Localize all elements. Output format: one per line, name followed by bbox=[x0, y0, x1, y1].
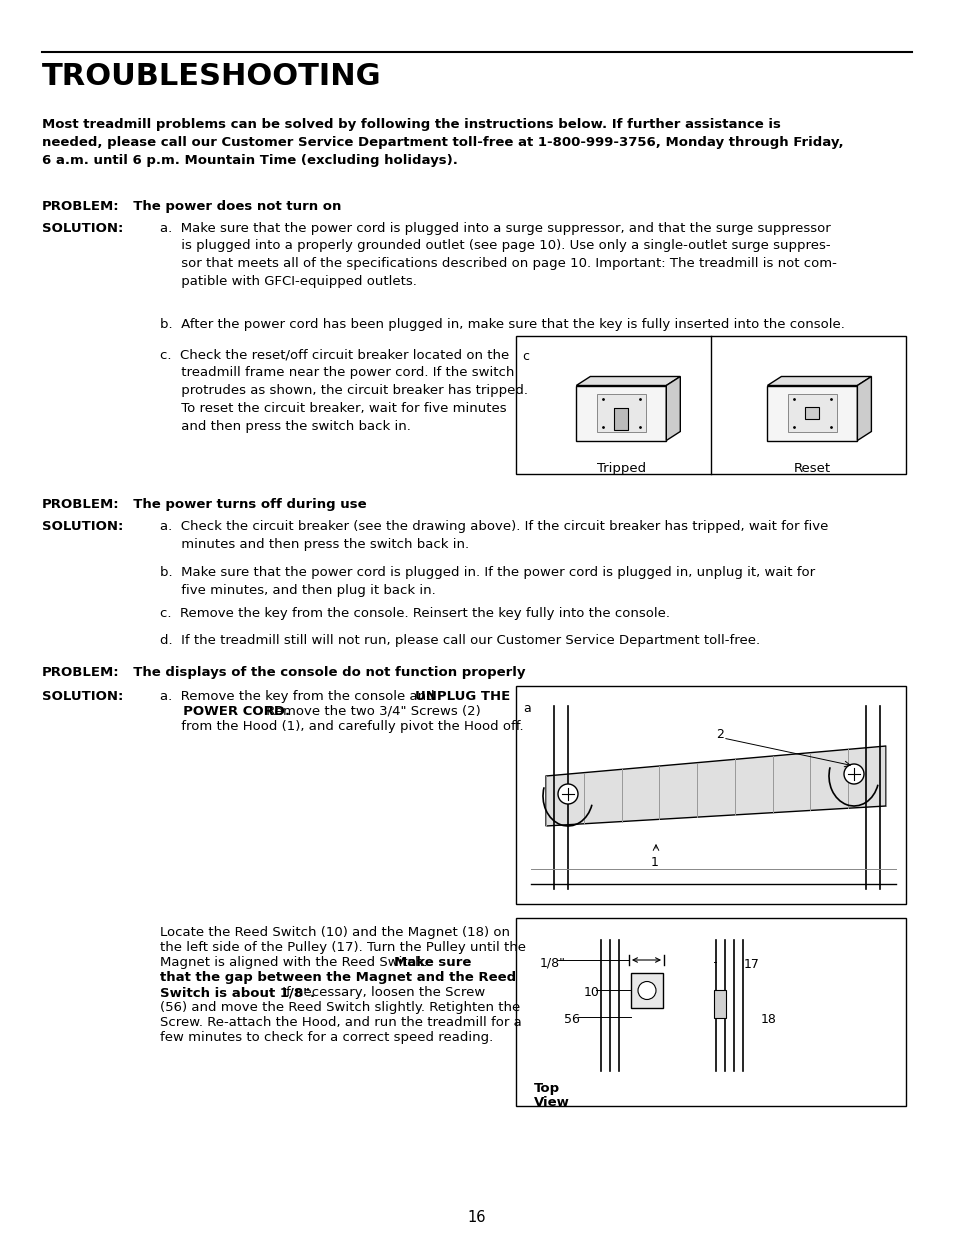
Text: 18: 18 bbox=[760, 1013, 776, 1026]
Text: Tripped: Tripped bbox=[597, 462, 645, 475]
Text: The displays of the console do not function properly: The displays of the console do not funct… bbox=[124, 666, 525, 679]
Text: View: View bbox=[534, 1095, 569, 1109]
Bar bbox=[630, 973, 662, 1008]
Text: c.  Remove the key from the console. Reinsert the key fully into the console.: c. Remove the key from the console. Rein… bbox=[160, 606, 669, 620]
Text: 10: 10 bbox=[583, 986, 599, 999]
Text: POWER CORD.: POWER CORD. bbox=[160, 705, 290, 718]
Text: PROBLEM:: PROBLEM: bbox=[42, 498, 119, 511]
Bar bbox=[516, 336, 905, 474]
Bar bbox=[766, 385, 857, 441]
Text: 16: 16 bbox=[467, 1210, 486, 1225]
Text: Most treadmill problems can be solved by following the instructions below. If fu: Most treadmill problems can be solved by… bbox=[42, 119, 842, 167]
Text: SOLUTION:: SOLUTION: bbox=[42, 222, 123, 235]
Text: 2: 2 bbox=[716, 727, 723, 741]
Text: 1: 1 bbox=[650, 856, 659, 869]
Bar bbox=[596, 394, 645, 432]
Text: c.  Check the reset/off circuit breaker located on the
     treadmill frame near: c. Check the reset/off circuit breaker l… bbox=[160, 348, 527, 433]
Bar bbox=[576, 385, 665, 441]
Polygon shape bbox=[665, 377, 679, 441]
Text: that the gap between the Magnet and the Reed: that the gap between the Magnet and the … bbox=[160, 971, 516, 984]
Polygon shape bbox=[766, 377, 870, 385]
Text: b.  Make sure that the power cord is plugged in. If the power cord is plugged in: b. Make sure that the power cord is plug… bbox=[160, 566, 814, 597]
Polygon shape bbox=[576, 377, 679, 385]
Text: Top: Top bbox=[534, 1082, 559, 1095]
Circle shape bbox=[843, 764, 863, 784]
Text: The power turns off during use: The power turns off during use bbox=[124, 498, 366, 511]
Polygon shape bbox=[857, 377, 870, 441]
Bar bbox=[804, 408, 819, 419]
Text: TROUBLESHOOTING: TROUBLESHOOTING bbox=[42, 62, 381, 91]
Text: a: a bbox=[522, 701, 530, 715]
Text: UNPLUG THE: UNPLUG THE bbox=[415, 690, 510, 703]
Text: If necessary, loosen the Screw: If necessary, loosen the Screw bbox=[277, 986, 485, 999]
Text: b.  After the power cord has been plugged in, make sure that the key is fully in: b. After the power cord has been plugged… bbox=[160, 317, 844, 331]
Text: Screw. Re-attach the Hood, and run the treadmill for a: Screw. Re-attach the Hood, and run the t… bbox=[160, 1016, 521, 1029]
Text: few minutes to check for a correct speed reading.: few minutes to check for a correct speed… bbox=[160, 1031, 493, 1044]
Circle shape bbox=[558, 784, 578, 804]
Text: a.  Make sure that the power cord is plugged into a surge suppressor, and that t: a. Make sure that the power cord is plug… bbox=[160, 222, 836, 288]
Polygon shape bbox=[545, 746, 885, 826]
Text: a.  Check the circuit breaker (see the drawing above). If the circuit breaker ha: a. Check the circuit breaker (see the dr… bbox=[160, 520, 827, 551]
Circle shape bbox=[638, 982, 656, 999]
Text: 1/8": 1/8" bbox=[539, 956, 565, 969]
Text: the left side of the Pulley (17). Turn the Pulley until the: the left side of the Pulley (17). Turn t… bbox=[160, 941, 525, 953]
Bar bbox=[713, 990, 725, 1018]
Text: a.  Remove the key from the console and: a. Remove the key from the console and bbox=[160, 690, 438, 703]
Bar bbox=[516, 918, 905, 1107]
Text: PROBLEM:: PROBLEM: bbox=[42, 666, 119, 679]
Text: from the Hood (1), and carefully pivot the Hood off.: from the Hood (1), and carefully pivot t… bbox=[160, 720, 523, 734]
Text: 56: 56 bbox=[563, 1013, 579, 1026]
Text: 17: 17 bbox=[743, 958, 760, 971]
Bar bbox=[787, 394, 837, 432]
Text: Magnet is aligned with the Reed Switch.: Magnet is aligned with the Reed Switch. bbox=[160, 956, 432, 969]
Text: PROBLEM:: PROBLEM: bbox=[42, 200, 119, 212]
Text: (56) and move the Reed Switch slightly. Retighten the: (56) and move the Reed Switch slightly. … bbox=[160, 1002, 519, 1014]
Text: Reset: Reset bbox=[793, 462, 830, 475]
Text: The power does not turn on: The power does not turn on bbox=[124, 200, 341, 212]
Bar bbox=[614, 409, 628, 430]
Text: SOLUTION:: SOLUTION: bbox=[42, 520, 123, 534]
Text: Remove the two 3/4" Screws (2): Remove the two 3/4" Screws (2) bbox=[262, 705, 480, 718]
Text: Make sure: Make sure bbox=[394, 956, 471, 969]
Text: c: c bbox=[521, 350, 529, 363]
Text: Locate the Reed Switch (10) and the Magnet (18) on: Locate the Reed Switch (10) and the Magn… bbox=[160, 926, 510, 939]
Bar bbox=[516, 685, 905, 904]
Text: SOLUTION:: SOLUTION: bbox=[42, 690, 123, 703]
Text: Switch is about 1/8".: Switch is about 1/8". bbox=[160, 986, 314, 999]
Text: d.  If the treadmill still will not run, please call our Customer Service Depart: d. If the treadmill still will not run, … bbox=[160, 634, 760, 647]
